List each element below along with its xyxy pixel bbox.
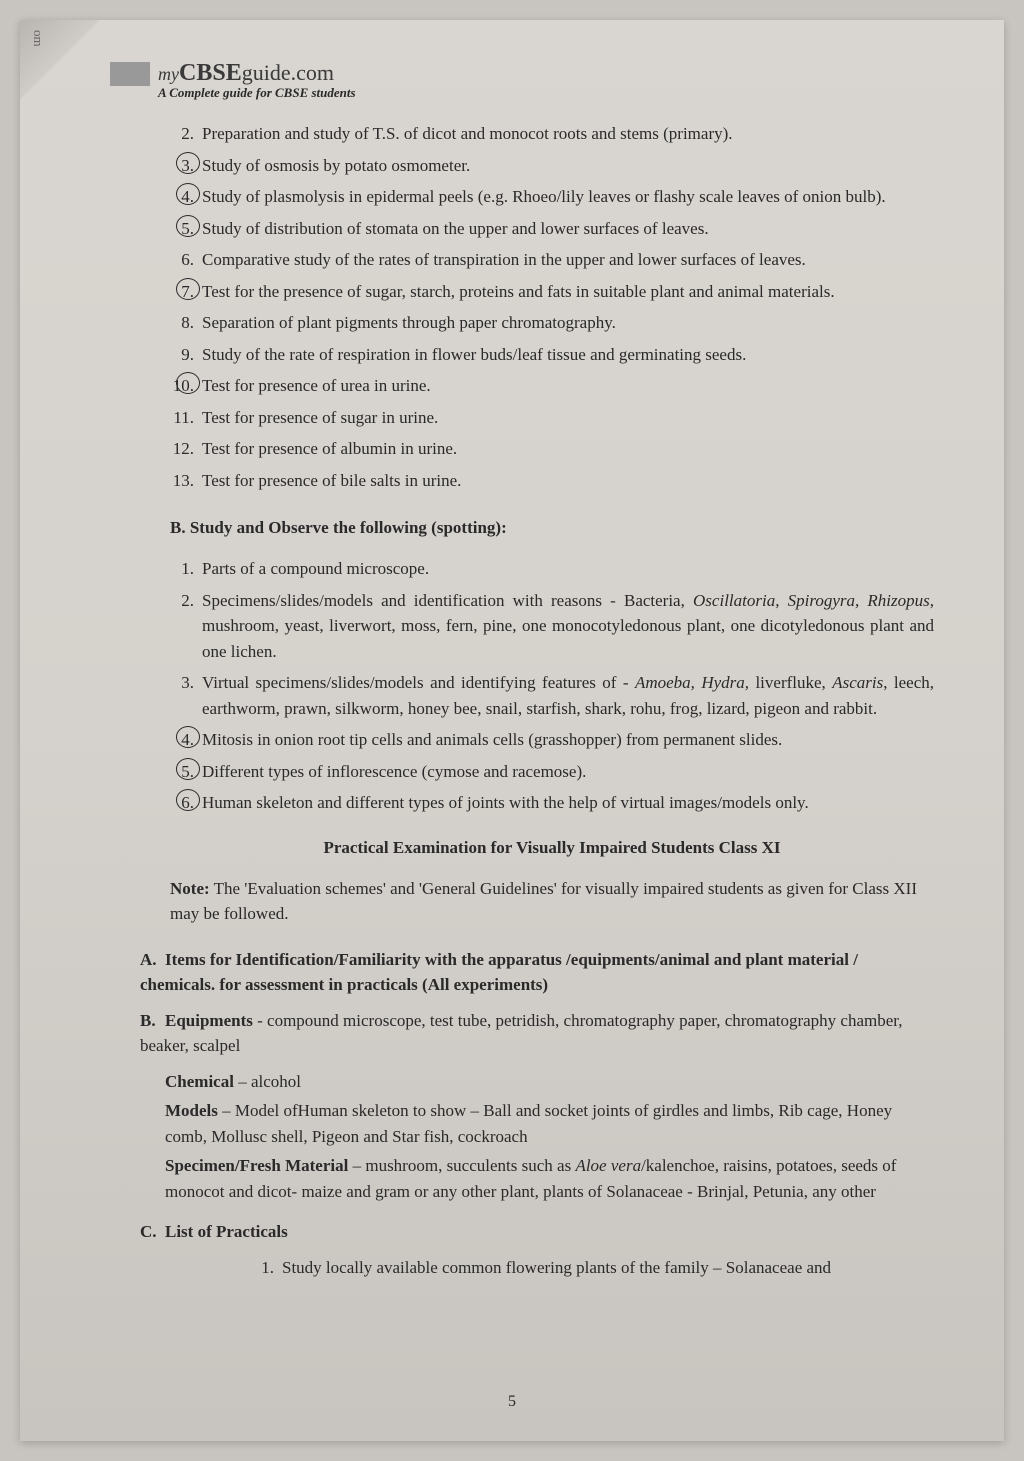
section-a2: A.Items for Identification/Familiarity w… <box>140 947 934 998</box>
list-item: 2.Specimens/slides/models and identifica… <box>170 588 934 665</box>
section-a2-text: Items for Identification/Familiarity wit… <box>140 950 858 995</box>
item-text: Test for the presence of sugar, starch, … <box>202 279 934 305</box>
list-item: 13.Test for presence of bile salts in ur… <box>170 468 934 494</box>
item-text: Separation of plant pigments through pap… <box>202 310 934 336</box>
item-text: Mitosis in onion root tip cells and anim… <box>202 727 934 753</box>
site-brand: CBSE <box>179 60 242 86</box>
item-number: 11. <box>170 405 202 431</box>
item-number: 3. <box>170 153 202 179</box>
item-text: Preparation and study of T.S. of dicot a… <box>202 121 934 147</box>
item-number: 6. <box>170 247 202 273</box>
item-text: Parts of a compound microscope. <box>202 556 934 582</box>
document-page: om myCBSEguide.com A Complete guide for … <box>20 20 1004 1441</box>
site-suffix1: guide <box>242 60 291 85</box>
site-name: myCBSEguide.com <box>158 60 334 87</box>
main-content: 2.Preparation and study of T.S. of dicot… <box>170 121 934 1280</box>
item-number: 3. <box>170 670 202 721</box>
letter-a: A. <box>140 947 165 973</box>
practical-note: Note: The 'Evaluation schemes' and 'Gene… <box>170 876 934 927</box>
list-item: 7.Test for the presence of sugar, starch… <box>170 279 934 305</box>
item-number: 2. <box>170 121 202 147</box>
equip-label: Equipments <box>165 1011 253 1030</box>
item-text: Test for presence of albumin in urine. <box>202 436 934 462</box>
list-item: 3.Virtual specimens/slides/models and id… <box>170 670 934 721</box>
list-item: 12.Test for presence of albumin in urine… <box>170 436 934 462</box>
site-tagline: A Complete guide for CBSE students <box>158 85 944 101</box>
chem-text: – alcohol <box>234 1072 301 1091</box>
item-number: 1. <box>250 1255 282 1281</box>
item-number: 4. <box>170 727 202 753</box>
chem-label: Chemical <box>165 1072 234 1091</box>
item-text: Test for presence of urea in urine. <box>202 373 934 399</box>
list-item: 10.Test for presence of urea in urine. <box>170 373 934 399</box>
chemical-line: Chemical – alcohol <box>165 1069 934 1095</box>
item-text: Study of the rate of respiration in flow… <box>202 342 934 368</box>
item-text: Study of osmosis by potato osmometer. <box>202 153 934 179</box>
item-text: Different types of inflorescence (cymose… <box>202 759 934 785</box>
item-number: 5. <box>170 216 202 242</box>
models-text: – Model ofHuman skeleton to show – Ball … <box>165 1101 892 1146</box>
item-text: Comparative study of the rates of transp… <box>202 247 934 273</box>
section-b2: B.Equipments - compound microscope, test… <box>140 1008 934 1059</box>
item-text: Test for presence of bile salts in urine… <box>202 468 934 494</box>
page-number: 5 <box>508 1393 516 1411</box>
spec-label: Specimen/Fresh Material <box>165 1156 348 1175</box>
logo-icon <box>110 62 150 86</box>
equip-text: - compound microscope, test tube, petrid… <box>140 1011 903 1056</box>
section-c-heading: List of Practicals <box>165 1222 288 1241</box>
item-number: 6. <box>170 790 202 816</box>
page-header: myCBSEguide.com A Complete guide for CBS… <box>110 60 944 101</box>
item-text: Study of distribution of stomata on the … <box>202 216 934 242</box>
note-text: The 'Evaluation schemes' and 'General Gu… <box>170 879 917 924</box>
note-label: Note: <box>170 879 210 898</box>
list-item: 4.Mitosis in onion root tip cells and an… <box>170 727 934 753</box>
list-item: 8.Separation of plant pigments through p… <box>170 310 934 336</box>
site-suffix2: .com <box>291 60 334 85</box>
list-item: 1.Study locally available common floweri… <box>250 1255 934 1281</box>
models-label: Models <box>165 1101 218 1120</box>
list-item: 5.Study of distribution of stomata on th… <box>170 216 934 242</box>
list-c: 1.Study locally available common floweri… <box>250 1255 934 1281</box>
section-b-heading: B. Study and Observe the following (spot… <box>170 518 934 538</box>
item-text: Specimens/slides/models and identificati… <box>202 588 934 665</box>
list-item: 5.Different types of inflorescence (cymo… <box>170 759 934 785</box>
list-item: 6.Comparative study of the rates of tran… <box>170 247 934 273</box>
list-item: 11.Test for presence of sugar in urine. <box>170 405 934 431</box>
list-item: 9.Study of the rate of respiration in fl… <box>170 342 934 368</box>
site-prefix: my <box>158 64 179 84</box>
item-number: 12. <box>170 436 202 462</box>
item-number: 1. <box>170 556 202 582</box>
practical-heading: Practical Examination for Visually Impai… <box>170 838 934 858</box>
list-a: 2.Preparation and study of T.S. of dicot… <box>170 121 934 493</box>
item-text: Human skeleton and different types of jo… <box>202 790 934 816</box>
letter-b: B. <box>140 1008 165 1034</box>
item-number: 5. <box>170 759 202 785</box>
item-text: Study of plasmolysis in epidermal peels … <box>202 184 934 210</box>
item-number: 2. <box>170 588 202 665</box>
letter-c: C. <box>140 1219 165 1245</box>
list-item: 2.Preparation and study of T.S. of dicot… <box>170 121 934 147</box>
side-vertical-text: om <box>30 30 46 47</box>
item-number: 7. <box>170 279 202 305</box>
specimen-line: Specimen/Fresh Material – mushroom, succ… <box>165 1153 934 1204</box>
item-number: 13. <box>170 468 202 494</box>
item-text: Study locally available common flowering… <box>282 1255 934 1281</box>
item-number: 4. <box>170 184 202 210</box>
item-text: Test for presence of sugar in urine. <box>202 405 934 431</box>
list-item: 3.Study of osmosis by potato osmometer. <box>170 153 934 179</box>
list-b: 1.Parts of a compound microscope.2.Speci… <box>170 556 934 816</box>
item-text: Virtual specimens/slides/models and iden… <box>202 670 934 721</box>
models-line: Models – Model ofHuman skeleton to show … <box>165 1098 934 1149</box>
section-c: C.List of Practicals <box>140 1219 934 1245</box>
list-item: 4.Study of plasmolysis in epidermal peel… <box>170 184 934 210</box>
list-item: 1.Parts of a compound microscope. <box>170 556 934 582</box>
item-number: 10. <box>170 373 202 399</box>
item-number: 8. <box>170 310 202 336</box>
item-number: 9. <box>170 342 202 368</box>
list-item: 6.Human skeleton and different types of … <box>170 790 934 816</box>
